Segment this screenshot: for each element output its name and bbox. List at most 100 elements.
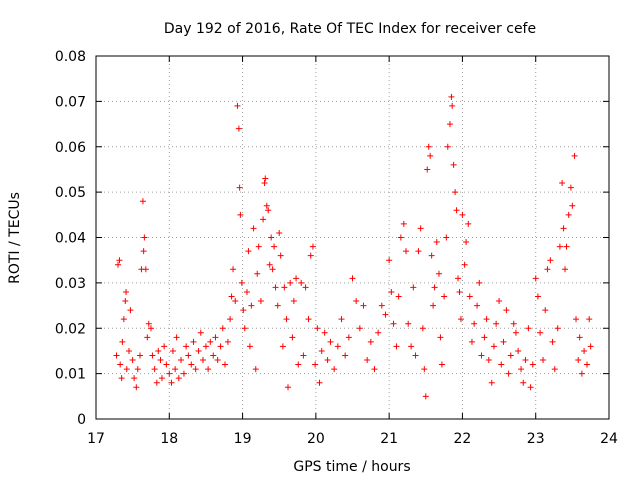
data-point	[534, 293, 541, 300]
data-point	[123, 366, 130, 373]
y-tick-label: 0.05	[55, 185, 86, 201]
data-point	[238, 279, 245, 286]
data-point	[285, 384, 292, 391]
data-point	[237, 211, 244, 218]
data-point	[161, 343, 168, 350]
data-point	[388, 288, 395, 295]
data-point	[136, 352, 143, 359]
y-tick-label: 0.03	[55, 276, 86, 292]
data-point	[461, 261, 468, 268]
data-point	[459, 211, 466, 218]
data-point	[493, 320, 500, 327]
data-point	[400, 220, 407, 227]
data-point	[540, 357, 547, 364]
data-point	[254, 270, 261, 277]
data-point	[205, 366, 212, 373]
data-point	[318, 347, 325, 354]
x-tick-label: 23	[527, 431, 545, 447]
data-point	[446, 121, 453, 128]
data-point	[520, 379, 527, 386]
data-point	[444, 143, 451, 150]
data-point	[364, 357, 371, 364]
data-point	[556, 243, 563, 250]
data-point	[140, 248, 147, 255]
data-point	[261, 180, 268, 187]
data-point	[382, 311, 389, 318]
data-point	[169, 347, 176, 354]
data-point	[144, 334, 151, 341]
x-tick-label: 17	[87, 431, 105, 447]
data-point	[576, 334, 583, 341]
data-point	[300, 352, 307, 359]
data-point	[324, 357, 331, 364]
data-point	[488, 379, 495, 386]
data-point	[125, 347, 132, 354]
data-point	[512, 329, 519, 336]
data-point	[185, 352, 192, 359]
data-point	[544, 266, 551, 273]
data-point	[217, 343, 224, 350]
y-tick-label: 0.06	[55, 140, 86, 156]
data-point	[307, 252, 314, 259]
x-tick-label: 24	[600, 431, 618, 447]
data-point	[457, 316, 464, 323]
data-point	[437, 334, 444, 341]
data-point	[551, 366, 558, 373]
data-point	[498, 361, 505, 368]
data-point	[268, 234, 275, 241]
y-tick-label: 0.01	[55, 367, 86, 383]
data-point	[312, 361, 319, 368]
data-point	[116, 257, 123, 264]
plot-frame	[95, 55, 610, 420]
data-point	[430, 302, 437, 309]
data-point	[266, 261, 273, 268]
data-point	[255, 243, 262, 250]
data-point	[532, 275, 539, 282]
x-tick-label: 19	[234, 431, 252, 447]
data-point	[234, 102, 241, 109]
data-point	[435, 270, 442, 277]
data-point	[190, 338, 197, 345]
x-tick-label: 18	[160, 431, 178, 447]
data-point	[235, 125, 242, 132]
data-points	[113, 93, 594, 400]
data-point	[241, 325, 248, 332]
data-point	[305, 316, 312, 323]
data-point	[375, 329, 382, 336]
data-point	[468, 338, 475, 345]
data-point	[345, 334, 352, 341]
data-point	[537, 329, 544, 336]
data-point	[395, 293, 402, 300]
data-point	[279, 343, 286, 350]
data-point	[134, 366, 141, 373]
data-point	[559, 180, 566, 187]
data-point	[569, 202, 576, 209]
x-tick-label: 21	[380, 431, 398, 447]
data-point	[119, 338, 126, 345]
data-point	[342, 352, 349, 359]
data-point	[131, 375, 138, 382]
data-point	[549, 338, 556, 345]
data-point	[425, 143, 432, 150]
data-point	[327, 338, 334, 345]
chart-title: Day 192 of 2016, Rate Of TEC Index for r…	[164, 21, 536, 37]
data-point	[505, 370, 512, 377]
data-point	[314, 325, 321, 332]
data-point	[412, 352, 419, 359]
data-point	[428, 252, 435, 259]
data-point	[483, 316, 490, 323]
data-point	[117, 361, 124, 368]
data-point	[157, 357, 164, 364]
data-point	[527, 384, 534, 391]
data-point	[245, 248, 252, 255]
data-point	[172, 366, 179, 373]
data-point	[518, 366, 525, 373]
data-point	[151, 366, 158, 373]
data-point	[481, 334, 488, 341]
data-point	[525, 325, 532, 332]
data-point	[113, 352, 120, 359]
x-tick-label: 20	[307, 431, 325, 447]
data-point	[118, 375, 125, 382]
data-point	[463, 239, 470, 246]
